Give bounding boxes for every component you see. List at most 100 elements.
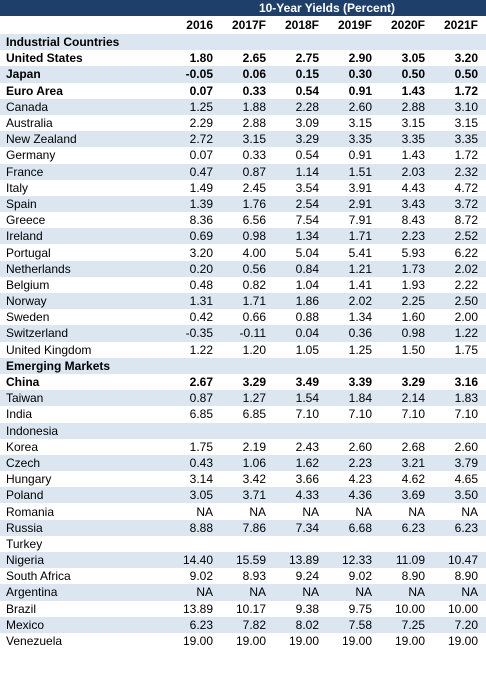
value-cell: 3.09 — [295, 116, 319, 131]
row-label: Russia — [0, 519, 168, 536]
value-cell: 4.72 — [454, 180, 478, 195]
row-label: Japan — [0, 66, 168, 83]
value-cell: 9.02 — [189, 569, 213, 584]
blank-cell — [0, 0, 168, 16]
empty-cell — [274, 34, 327, 51]
data-row: Romania NA NA NA NA NA NA — [0, 503, 486, 519]
value-cell: 14.40 — [168, 552, 221, 569]
empty-cell — [274, 422, 327, 439]
value-cell: 2.45 — [242, 180, 266, 195]
value-cell: 1.06 — [221, 454, 274, 472]
value-cell: 7.10 — [348, 407, 372, 422]
value-cell: 11.09 — [380, 552, 433, 569]
value-cell: 9.24 — [295, 569, 319, 584]
row-label: Taiwan — [0, 390, 168, 407]
data-row: Switzerland -0.35 -0.11 0.04 0.36 0.98 1.22 — [0, 325, 486, 342]
value-cell: 1.04 — [295, 277, 319, 292]
value-cell: 2.60 — [348, 439, 372, 454]
data-row: Mexico 6.23 7.82 8.02 7.58 7.25 7.20 — [0, 616, 486, 633]
value-cell: 3.35 — [380, 131, 433, 148]
empty-cell — [380, 357, 433, 374]
value-cell: 10.00 — [447, 601, 478, 616]
value-cell: 8.02 — [274, 616, 327, 633]
data-row: New Zealand 2.72 3.15 3.29 3.35 3.35 3.35 — [0, 131, 486, 148]
value-cell: NA — [196, 504, 213, 519]
data-row: Australia 2.29 2.88 3.09 3.15 3.15 3.15 — [0, 115, 486, 131]
data-row: Czech 0.43 1.06 1.62 2.23 3.21 3.79 — [0, 454, 486, 472]
data-row: France 0.47 0.87 1.14 1.51 2.03 2.32 — [0, 163, 486, 180]
empty-cell — [168, 536, 221, 552]
value-cell: 1.31 — [168, 293, 221, 310]
data-row: Taiwan 0.87 1.27 1.54 1.84 2.14 1.83 — [0, 390, 486, 407]
title-row: 10-Year Yields (Percent) — [0, 0, 486, 16]
value-cell: 3.29 — [274, 131, 327, 148]
value-cell: 1.22 — [189, 342, 213, 357]
value-cell: 8.43 — [401, 213, 425, 228]
value-cell: 6.23 — [380, 519, 433, 536]
value-cell: 0.06 — [221, 66, 274, 83]
value-cell: 3.15 — [401, 116, 425, 131]
value-cell: 6.23 — [433, 519, 486, 536]
value-cell: 6.56 — [242, 213, 266, 228]
value-cell: 5.93 — [401, 245, 425, 260]
value-cell: 1.80 — [189, 51, 213, 66]
value-cell: 9.75 — [348, 601, 372, 616]
data-row: South Africa 9.02 8.93 9.24 9.02 8.90 8.90 — [0, 568, 486, 584]
value-cell: 19.00 — [447, 634, 478, 649]
empty-cell — [221, 357, 274, 374]
row-label: Nigeria — [0, 552, 168, 569]
value-cell: 0.88 — [295, 310, 319, 325]
value-cell: 0.48 — [189, 277, 213, 292]
value-cell: 2.00 — [454, 310, 478, 325]
value-cell: 1.25 — [348, 342, 372, 357]
data-row: Poland 3.05 3.71 4.33 4.36 3.69 3.50 — [0, 487, 486, 504]
value-cell: 2.65 — [242, 51, 266, 66]
value-cell: 19.00 — [235, 634, 266, 649]
data-row: United Kingdom 1.22 1.20 1.05 1.25 1.50 1.75 — [0, 342, 486, 358]
value-cell: 0.69 — [168, 228, 221, 245]
empty-cell — [168, 422, 221, 439]
empty-cell — [221, 422, 274, 439]
data-row: Italy 1.49 2.45 3.54 3.91 4.43 4.72 — [0, 180, 486, 196]
value-cell: 6.22 — [454, 245, 478, 260]
header-row: 2016 2017F 2018F 2019F 2020F 2021F — [0, 16, 486, 34]
value-cell: 3.72 — [433, 195, 486, 213]
value-cell: 3.35 — [327, 131, 380, 148]
value-cell: 0.07 — [189, 148, 213, 163]
row-label: Indonesia — [0, 422, 168, 439]
row-label: United States — [6, 51, 83, 66]
value-cell: NA — [433, 584, 486, 601]
value-cell: 3.50 — [433, 487, 486, 504]
value-cell: 1.50 — [401, 342, 425, 357]
value-cell: NA — [221, 584, 274, 601]
value-cell: 19.00 — [182, 634, 213, 649]
value-cell: 1.83 — [433, 390, 486, 407]
data-row: Canada 1.25 1.88 2.28 2.60 2.88 3.10 — [0, 98, 486, 115]
section-row: Emerging Markets — [0, 357, 486, 374]
value-cell: 2.88 — [380, 98, 433, 115]
value-cell: 3.20 — [454, 51, 478, 66]
data-row: Belgium 0.48 0.82 1.04 1.41 1.93 2.22 — [0, 277, 486, 293]
value-cell: 1.71 — [221, 293, 274, 310]
value-cell: 7.25 — [380, 616, 433, 633]
empty-cell — [327, 536, 380, 552]
row-label: Italy — [6, 180, 29, 195]
value-cell: 3.71 — [221, 487, 274, 504]
value-cell: 1.84 — [327, 390, 380, 407]
value-cell: 3.54 — [295, 180, 319, 195]
section-row: Industrial Countries — [0, 34, 486, 51]
value-cell: 0.33 — [242, 148, 266, 163]
value-cell: 2.32 — [433, 163, 486, 180]
value-cell: 1.72 — [454, 148, 478, 163]
column-header: 2019F — [337, 18, 372, 32]
value-cell: 1.49 — [189, 180, 213, 195]
value-cell: 1.21 — [327, 260, 380, 277]
value-cell: 3.10 — [433, 98, 486, 115]
value-cell: NA — [249, 504, 266, 519]
value-cell: 0.47 — [168, 163, 221, 180]
value-cell: 1.43 — [401, 148, 425, 163]
row-label: Korea — [6, 439, 39, 454]
blank-cell — [0, 16, 168, 34]
value-cell: 2.54 — [274, 195, 327, 213]
value-cell: 2.52 — [433, 228, 486, 245]
